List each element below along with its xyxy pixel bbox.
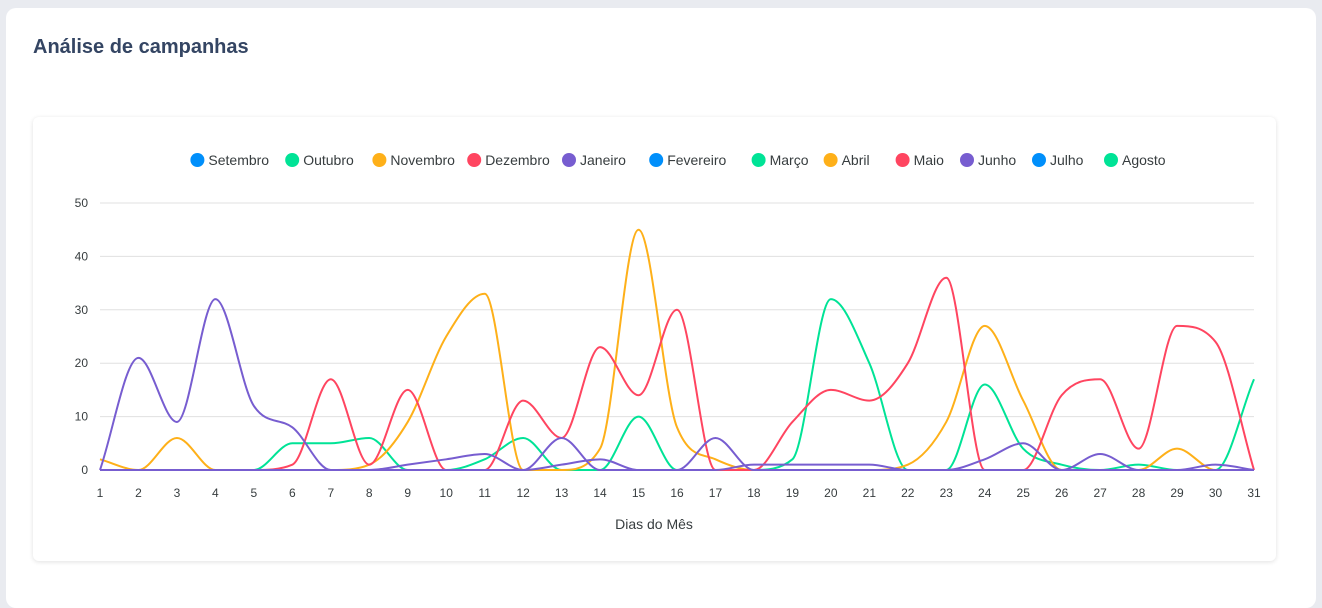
x-tick-label: 10: [440, 486, 454, 500]
x-tick-label: 24: [978, 486, 992, 500]
legend-item-marco: Março: [751, 152, 809, 168]
x-tick-label: 22: [901, 486, 915, 500]
series-line-junho: [100, 442, 1255, 471]
x-tick-label: 2: [135, 486, 142, 500]
legend-item-maio: Maio: [895, 152, 945, 168]
x-tick-label: 5: [251, 486, 258, 500]
x-tick-label: 31: [1247, 486, 1261, 500]
legend-marker: [1104, 153, 1118, 167]
legend-marker: [649, 153, 664, 167]
legend-label: Janeiro: [580, 152, 626, 168]
legend-label: Agosto: [1122, 152, 1166, 168]
legend-marker: [823, 153, 838, 167]
legend-label: Outubro: [303, 152, 354, 168]
x-tick-label: 9: [404, 486, 411, 500]
x-tick-label: 13: [555, 486, 569, 500]
legend-label: Junho: [978, 152, 1016, 168]
legend-item-novembro: Novembro: [372, 152, 455, 168]
legend-label: Março: [770, 152, 809, 168]
y-axis: 0 10 20 30 40 50: [75, 196, 89, 477]
legend-marker: [562, 153, 576, 167]
x-tick-label: 7: [327, 486, 334, 500]
x-tick-label: 11: [478, 486, 491, 500]
x-tick-label: 26: [1055, 486, 1069, 500]
legend-marker: [895, 153, 910, 167]
x-tick-label: 30: [1209, 486, 1223, 500]
series-line-janeiro: [99, 298, 1254, 471]
x-tick-label: 6: [289, 486, 296, 500]
x-tick-label: 29: [1170, 486, 1184, 500]
y-tick-label: 0: [81, 463, 88, 477]
legend-label: Novembro: [390, 152, 455, 168]
x-tick-label: 12: [516, 486, 530, 500]
chart-grid: [100, 202, 1254, 471]
legend-item-outubro: Outubro: [285, 152, 354, 168]
x-tick-label: 20: [824, 486, 838, 500]
series-line-novembro: [99, 228, 1254, 471]
chart-card: [33, 117, 1276, 561]
legend-item-dezembro: Dezembro: [467, 152, 550, 168]
chart-legend: Setembro Outubro Novembro Dezembro Janeiro Fe…: [190, 152, 1166, 168]
x-axis-title: Dias do Mês: [615, 516, 693, 532]
y-tick-label: 30: [75, 303, 89, 317]
y-tick-label: 50: [75, 196, 89, 210]
y-tick-label: 10: [75, 410, 89, 424]
x-tick-label: 21: [863, 486, 877, 500]
x-tick-label: 27: [1093, 486, 1107, 500]
x-tick-label: 28: [1132, 486, 1146, 500]
x-tick-label: 1: [97, 486, 104, 500]
series-line-dezembro: [100, 276, 1255, 471]
legend-marker: [285, 153, 300, 167]
legend-item-abril: Abril: [823, 152, 870, 168]
legend-label: Dezembro: [485, 152, 550, 168]
x-tick-label: 14: [593, 486, 607, 500]
legend-marker: [372, 153, 387, 167]
legend-item-junho: Junho: [960, 152, 1016, 168]
legend-item-julho: Julho: [1032, 152, 1084, 168]
x-tick-label: 8: [366, 486, 373, 500]
x-tick-label: 25: [1017, 486, 1031, 500]
x-tick-label: 4: [212, 486, 219, 500]
chart-series: [99, 228, 1255, 471]
page-title: Análise de campanhas: [33, 36, 249, 58]
legend-marker: [751, 153, 766, 167]
legend-marker: [1032, 153, 1046, 167]
legend-marker: [960, 153, 974, 167]
legend-item-janeiro: Janeiro: [562, 152, 626, 168]
y-tick-label: 40: [75, 249, 89, 263]
legend-item-agosto: Agosto: [1104, 152, 1166, 168]
legend-label: Setembro: [208, 152, 269, 168]
legend-label: Julho: [1050, 152, 1084, 168]
legend-label: Maio: [914, 152, 945, 168]
series-line-outubro: [100, 298, 1255, 471]
legend-item-fevereiro: Fevereiro: [649, 152, 727, 168]
legend-item-setembro: Setembro: [190, 152, 269, 168]
legend-marker: [190, 153, 205, 167]
y-tick-label: 20: [75, 356, 89, 370]
x-tick-label: 17: [709, 486, 723, 500]
legend-marker: [467, 153, 482, 167]
legend-label: Fevereiro: [667, 152, 726, 168]
x-tick-label: 19: [786, 486, 800, 500]
x-tick-label: 23: [940, 486, 954, 500]
x-tick-label: 15: [632, 486, 646, 500]
x-tick-label: 18: [747, 486, 761, 500]
x-tick-label: 16: [670, 486, 684, 500]
x-axis: 1 2 3 4 5 6 7 8 9 10 11 12 13 14 15 16 17 18 19 20 21 22 23 24 2…: [97, 469, 1261, 500]
legend-label: Abril: [842, 152, 870, 168]
x-tick-label: 3: [174, 486, 181, 500]
